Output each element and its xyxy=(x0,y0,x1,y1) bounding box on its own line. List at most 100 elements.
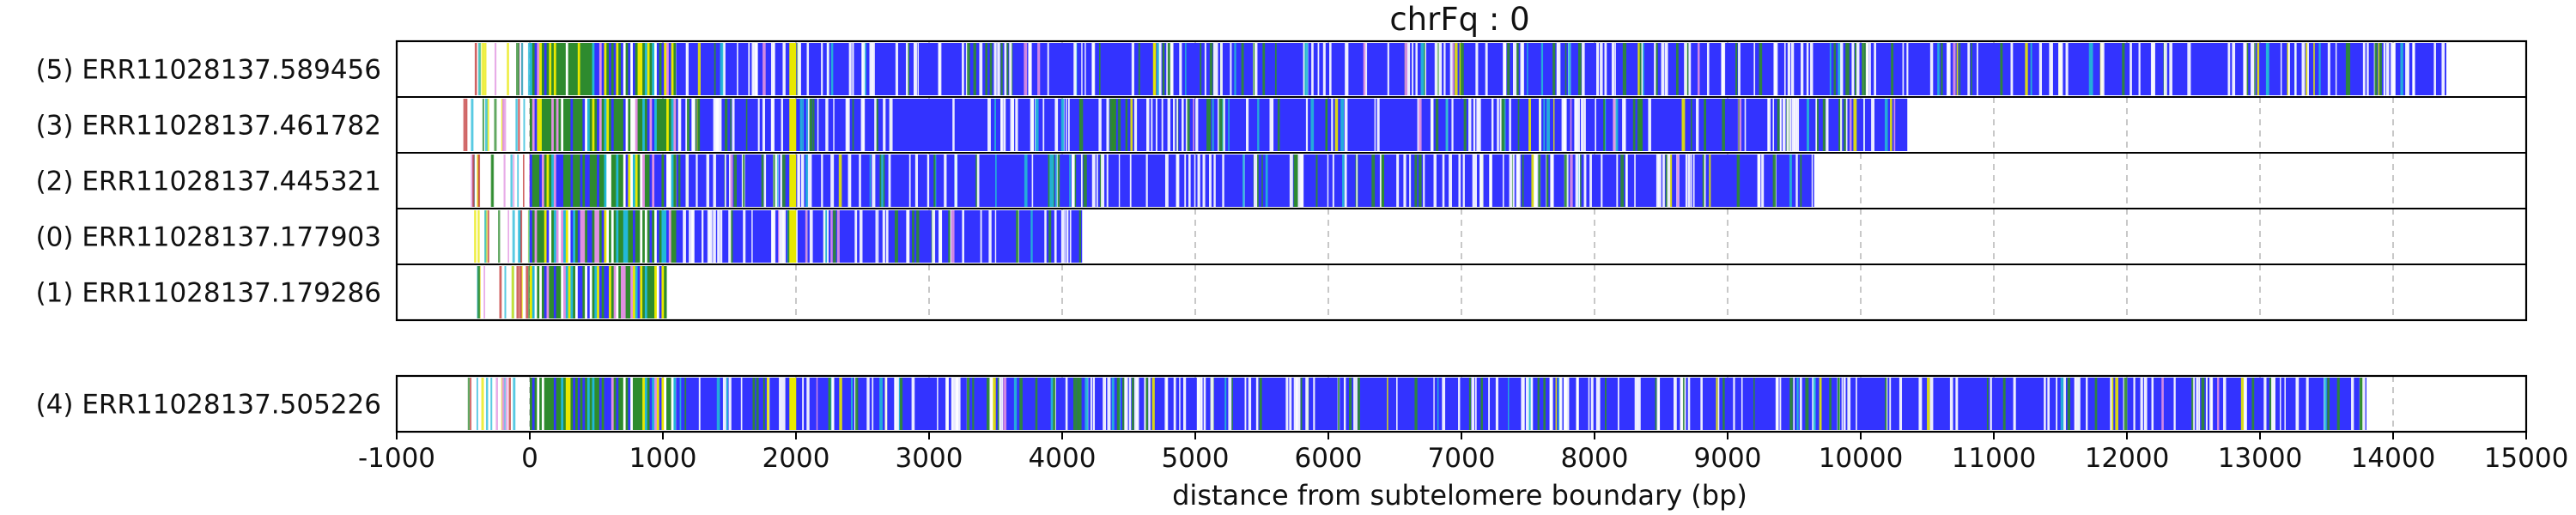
read-stripe xyxy=(534,266,538,318)
read-stripe xyxy=(1151,99,1153,151)
read-stripe xyxy=(1538,154,1541,207)
read-stripe xyxy=(1704,99,1706,151)
read-stripe xyxy=(508,378,511,430)
read-stripe xyxy=(598,266,603,318)
read-stripe xyxy=(621,154,624,207)
read-stripe xyxy=(789,210,797,263)
read-stripe xyxy=(1947,43,1951,95)
read-stripe xyxy=(951,210,955,263)
read-stripe xyxy=(1300,154,1304,207)
read-stripe xyxy=(575,154,579,207)
read-stripe xyxy=(606,43,610,95)
read-stripe xyxy=(751,43,754,95)
read-stripe xyxy=(1735,43,1738,95)
read-stripe xyxy=(2140,378,2143,430)
read-stripe xyxy=(2407,43,2409,95)
read-stripe xyxy=(1124,378,1127,430)
read-stripe xyxy=(2327,43,2330,95)
read-stripe xyxy=(1460,43,1464,95)
read-stripe xyxy=(1083,154,1087,207)
read-stripe xyxy=(654,154,658,207)
read-stripe xyxy=(1166,43,1170,95)
read-stripe xyxy=(1583,154,1587,207)
read-stripe xyxy=(528,210,532,263)
x-tick-label: 2000 xyxy=(762,443,830,474)
read-stripe xyxy=(485,378,489,430)
read-stripe xyxy=(1815,99,1818,151)
read-stripe xyxy=(898,378,901,430)
read-stripe xyxy=(697,99,700,151)
read-stripe xyxy=(1455,43,1458,95)
read-stripe xyxy=(1929,43,1934,95)
read-stripe xyxy=(649,154,653,207)
read-stripe xyxy=(852,43,854,95)
read-stripe xyxy=(549,378,552,430)
read-stripe xyxy=(598,378,603,430)
read-stripe xyxy=(1690,154,1692,207)
read-stripe xyxy=(2061,43,2063,95)
read-stripe xyxy=(1552,43,1556,95)
read-stripe xyxy=(1540,43,1544,95)
read-stripe xyxy=(565,43,569,95)
read-stripe xyxy=(1767,99,1770,151)
read-stripe xyxy=(654,378,658,430)
read-stripe xyxy=(635,378,639,430)
x-tick-label: 13000 xyxy=(2218,443,2303,474)
read-stripe xyxy=(1162,43,1165,95)
read-stripe xyxy=(616,266,619,318)
read-stripe xyxy=(582,154,586,207)
read-stripe xyxy=(1684,43,1687,95)
read-stripe xyxy=(1507,43,1510,95)
read-stripe xyxy=(1685,154,1688,207)
read-stripe xyxy=(1722,99,1725,151)
read-stripe xyxy=(1702,154,1704,207)
read-stripe xyxy=(2163,43,2166,95)
read-stripe xyxy=(1091,154,1096,207)
read-stripe xyxy=(1001,378,1004,430)
read-stripe xyxy=(728,154,731,207)
read-stripe xyxy=(1209,43,1213,95)
read-body xyxy=(676,154,1814,207)
read-stripe xyxy=(1844,378,1846,430)
read-stripe xyxy=(642,378,646,430)
read-stripe xyxy=(673,99,677,151)
read-stripe xyxy=(702,210,704,263)
read-stripe xyxy=(720,99,722,151)
read-stripe xyxy=(833,210,836,263)
read-stripe xyxy=(1603,99,1606,151)
read-stripe xyxy=(838,154,842,207)
read-stripe xyxy=(696,154,698,207)
read-stripe xyxy=(484,210,487,263)
read-stripe xyxy=(539,266,543,318)
read-stripe xyxy=(477,154,481,207)
read-stripe xyxy=(916,210,920,263)
read-stripe xyxy=(1228,378,1232,430)
read-stripe xyxy=(661,154,665,207)
read-stripe xyxy=(1431,99,1434,151)
read-stripe xyxy=(1433,154,1437,207)
read-stripe xyxy=(1847,378,1851,430)
read-stripe xyxy=(991,378,993,430)
read-stripe xyxy=(1703,154,1706,207)
read-stripe xyxy=(630,154,634,207)
read-stripe xyxy=(2129,43,2132,95)
read-stripe xyxy=(546,378,550,430)
read-stripe xyxy=(1131,43,1134,95)
read-stripe xyxy=(720,210,723,263)
read-stripe xyxy=(589,210,593,263)
read-stripe xyxy=(1438,43,1443,95)
read-stripe xyxy=(541,43,545,95)
read-stripe xyxy=(762,99,766,151)
read-stripe xyxy=(586,266,591,318)
read-stripe xyxy=(677,99,682,151)
read-stripe xyxy=(1578,154,1581,207)
read-stripe xyxy=(585,378,588,430)
read-stripe xyxy=(1031,154,1034,207)
read-stripe xyxy=(501,99,503,151)
read-stripe xyxy=(654,43,658,95)
read-stripe xyxy=(1202,154,1206,207)
read-stripe xyxy=(598,210,603,263)
read-stripe xyxy=(527,43,531,95)
read-stripe xyxy=(2405,43,2409,95)
